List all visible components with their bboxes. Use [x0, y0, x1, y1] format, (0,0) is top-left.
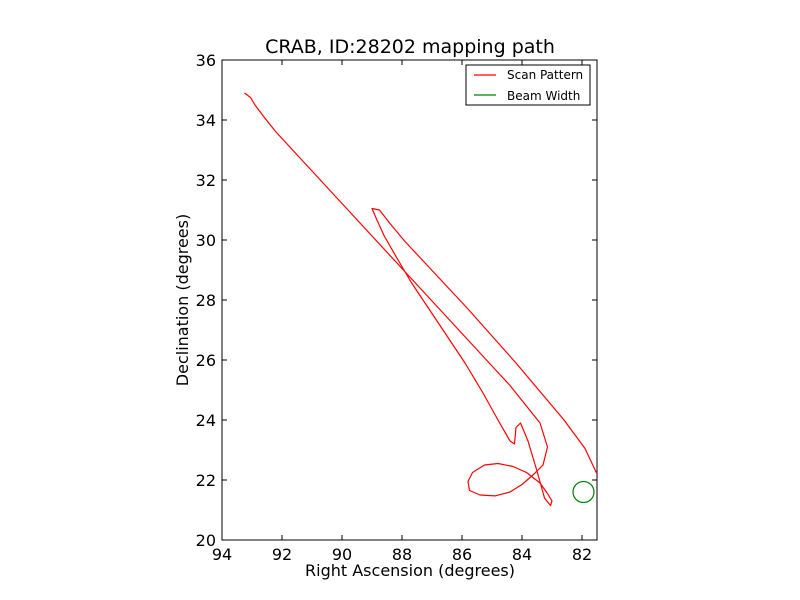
y-tick-label: 24 — [196, 411, 216, 430]
chart-title: CRAB, ID:28202 mapping path — [265, 36, 555, 58]
legend-box — [465, 64, 591, 106]
legend-scan-pattern-label: Scan Pattern — [507, 68, 583, 82]
y-axis-title: Declination (degrees) — [173, 214, 192, 386]
legend: Scan Pattern Beam Width — [465, 64, 591, 106]
plot-area: 94 92 90 88 86 84 82 20 22 24 26 28 30 32 34 36 — [196, 51, 598, 564]
y-tick-label: 20 — [196, 531, 216, 550]
x-tick-label: 82 — [572, 545, 592, 564]
x-tick-label: 90 — [332, 545, 352, 564]
scan-pattern-layer — [244, 92, 597, 507]
y-tick-label: 26 — [196, 351, 216, 370]
x-tick-label: 94 — [212, 545, 232, 564]
y-tick-label: 28 — [196, 291, 216, 310]
beam-width-circle — [572, 480, 595, 504]
x-tick-label: 86 — [452, 545, 472, 564]
y-tick-label: 34 — [196, 111, 216, 130]
tick-layer: 94 92 90 88 86 84 82 20 22 24 26 28 30 32 34 36 — [196, 51, 597, 564]
y-tick-label: 30 — [196, 231, 216, 250]
x-axis-title: Right Ascension (degrees) — [305, 561, 515, 580]
beam-width-layer — [572, 480, 595, 504]
y-tick-label: 32 — [196, 171, 216, 190]
x-tick-label: 92 — [272, 545, 292, 564]
x-tick-label: 88 — [392, 545, 412, 564]
y-tick-label: 22 — [196, 471, 216, 490]
scan-pattern-line — [244, 92, 597, 507]
y-tick-label: 36 — [196, 51, 216, 70]
legend-beam-width-label: Beam Width — [507, 89, 580, 103]
x-tick-label: 84 — [512, 545, 532, 564]
